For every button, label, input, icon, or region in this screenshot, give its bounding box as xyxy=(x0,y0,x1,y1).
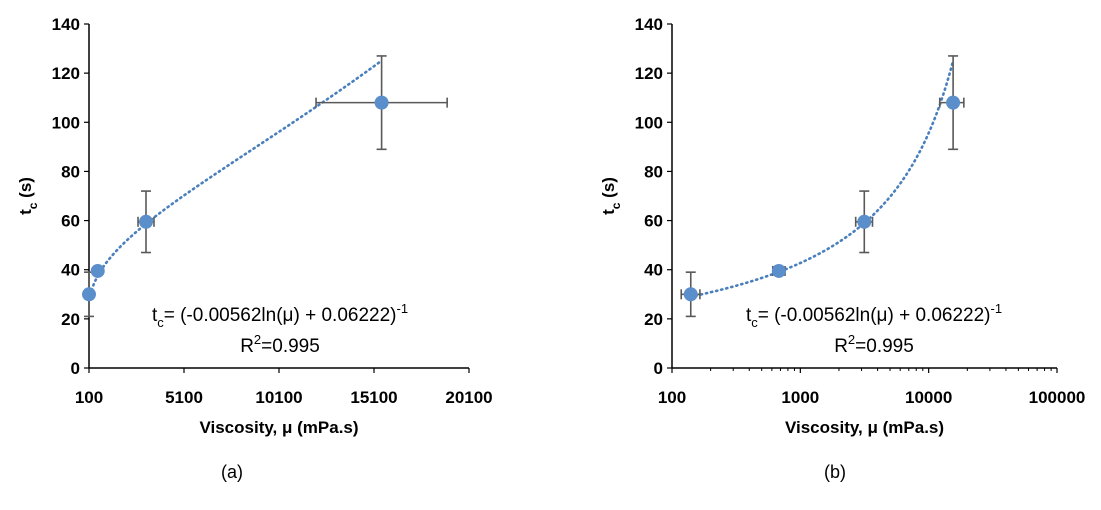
equation-rest: = (-0.00562ln(μ) + 0.06222) xyxy=(758,305,991,326)
y-tick-label: 40 xyxy=(644,261,663,280)
r-squared-rest: =0.995 xyxy=(855,336,914,357)
y-axis-title-sub: c xyxy=(609,202,623,209)
y-tick-label: 100 xyxy=(635,113,663,132)
y-tick-label: 40 xyxy=(61,261,80,280)
equation-sup: -1 xyxy=(990,301,1002,316)
y-tick-label: 80 xyxy=(644,162,663,181)
data-point xyxy=(90,263,105,278)
y-tick-label: 140 xyxy=(635,15,663,34)
x-axis-title: Viscosity, μ (mPa.s) xyxy=(199,418,358,437)
chart-panel-b: 0 20 40 60 80 100 120 140 100 1000 10000 100000 Visc… xyxy=(551,0,1101,510)
y-tick-label: 120 xyxy=(52,64,80,83)
data-point xyxy=(683,287,698,302)
data-point xyxy=(857,214,872,229)
x-tick-label: 5100 xyxy=(165,388,203,407)
x-tick-label: 10000 xyxy=(905,388,952,407)
y-axis-title-tail: (s) xyxy=(16,177,35,203)
chart-b-svg: 0 20 40 60 80 100 120 140 100 1000 10000 100000 Visc… xyxy=(599,15,1086,437)
r-squared-main: R xyxy=(240,336,254,357)
trendline-equation: tc= (-0.00562ln(μ) + 0.06222)-1 xyxy=(746,301,1002,330)
data-point xyxy=(374,95,389,110)
x-tick-label: 15100 xyxy=(350,388,397,407)
r-squared-rest: =0.995 xyxy=(261,336,320,357)
r-squared-sup: 2 xyxy=(848,332,855,347)
equation-main: t xyxy=(746,305,752,326)
caption-a: (a) xyxy=(221,462,243,482)
y-axis-title-tail: (s) xyxy=(599,177,618,203)
r-squared-label: R2=0.995 xyxy=(834,332,914,357)
y-tick-label: 60 xyxy=(644,212,663,231)
y-tick-label: 140 xyxy=(52,15,80,34)
y-tick-label: 0 xyxy=(71,359,80,378)
x-tick-label: 100 xyxy=(75,388,103,407)
x-tick-label: 100 xyxy=(658,388,686,407)
y-axis-title: tc (s) xyxy=(599,177,623,215)
x-axis-title: Viscosity, μ (mPa.s) xyxy=(785,418,944,437)
trendline xyxy=(87,59,383,302)
y-tick-label: 20 xyxy=(644,310,663,329)
equation-main: t xyxy=(152,305,158,326)
r-squared-main: R xyxy=(834,336,848,357)
data-point xyxy=(82,287,96,302)
trendline-equation: tc= (-0.00562ln(μ) + 0.06222)-1 xyxy=(152,301,408,330)
r-squared-sup: 2 xyxy=(254,332,261,347)
y-axis-title: tc (s) xyxy=(16,177,40,215)
y-tick-label: 80 xyxy=(61,162,80,181)
y-tick-label: 120 xyxy=(635,64,663,83)
x-tick-label: 100000 xyxy=(1029,388,1086,407)
y-axis-title-main: t xyxy=(16,209,35,215)
y-axis-title-main: t xyxy=(599,209,618,215)
equation-sub: c xyxy=(751,315,758,330)
x-tick-label: 10100 xyxy=(255,388,302,407)
y-tick-label: 0 xyxy=(654,359,663,378)
data-point xyxy=(139,214,153,229)
y-tick-label: 100 xyxy=(52,113,80,132)
caption-b: (b) xyxy=(824,462,846,482)
equation-sup: -1 xyxy=(396,301,408,316)
data-point xyxy=(771,263,786,278)
equation-sub: c xyxy=(157,315,164,330)
equation-rest: = (-0.00562ln(μ) + 0.06222) xyxy=(164,305,397,326)
x-tick-label: 1000 xyxy=(781,388,819,407)
y-axis-title-sub: c xyxy=(26,202,40,209)
y-tick-label: 20 xyxy=(61,310,80,329)
y-tick-label: 60 xyxy=(61,212,80,231)
chart-panel-a: 0 20 40 60 80 100 120 140 100 5100 10100 15100 20100… xyxy=(0,0,550,510)
r-squared-label: R2=0.995 xyxy=(240,332,320,357)
x-tick-label: 20100 xyxy=(445,388,492,407)
data-point xyxy=(946,95,961,110)
trendline xyxy=(689,59,955,298)
chart-a-svg: 0 20 40 60 80 100 120 140 100 5100 10100 15100 20100… xyxy=(16,15,493,437)
